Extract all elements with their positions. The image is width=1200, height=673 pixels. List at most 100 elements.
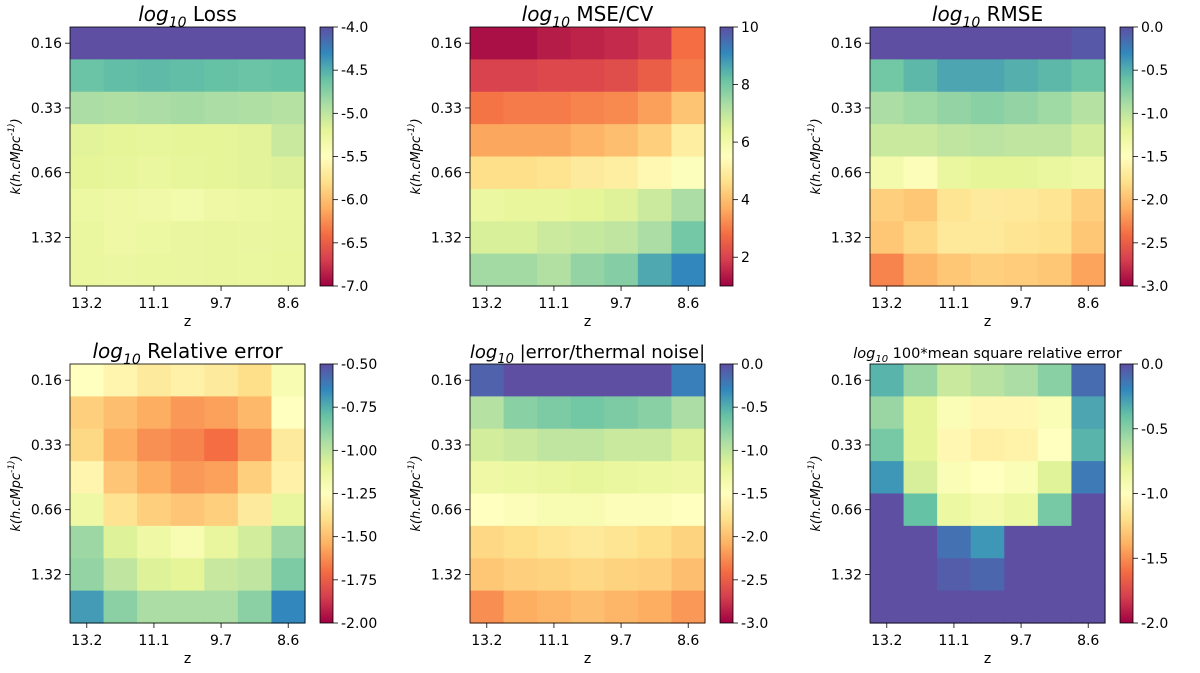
heatmap-cell [970, 428, 1005, 462]
x-tick-label: 9.7 [610, 633, 632, 649]
heatmap-cell [271, 59, 306, 93]
heatmap-cell [204, 124, 239, 158]
x-axis-label: z [184, 314, 191, 330]
heatmap-cell [170, 188, 205, 222]
colorbar-tick-label: -2.5 [741, 573, 768, 589]
heatmap-cell [271, 461, 306, 495]
heatmap-cell [204, 91, 239, 125]
heatmap-cell [870, 221, 905, 255]
heatmap-cell [470, 364, 505, 397]
y-axis-label: k(h.cMpc-1)) [7, 455, 24, 531]
heatmap-cell [503, 188, 538, 222]
heatmap-cell [204, 221, 239, 255]
heatmap-cell [671, 253, 706, 287]
heatmap-cell [671, 493, 706, 527]
heatmap-cell [1071, 428, 1106, 462]
colorbar-tick-label: -1.75 [341, 573, 377, 589]
heatmap-cell [271, 253, 306, 287]
heatmap-cell [870, 558, 905, 592]
heatmap-cell [204, 558, 239, 592]
colorbar-tick-label: 0.0 [1141, 357, 1163, 373]
heatmap-cell [237, 253, 273, 287]
colorbar-tick-label: -7.0 [341, 279, 368, 295]
x-tick-label: 8.6 [1077, 296, 1099, 312]
colorbar-tick-label: -2.5 [1141, 236, 1168, 252]
heatmap-cell [870, 493, 905, 527]
y-axis-label: k(h.cMpc-1)) [7, 118, 24, 194]
heatmap-cell [503, 59, 538, 93]
heatmap-cell [70, 124, 105, 158]
y-tick-label: 0.33 [831, 101, 862, 117]
heatmap-cell [70, 396, 105, 430]
heatmap-cell [937, 124, 972, 158]
heatmap-cell [937, 27, 972, 60]
x-tick-label: 11.1 [938, 296, 969, 312]
heatmap-cell [271, 558, 306, 592]
heatmap-cell [271, 188, 306, 222]
heatmap-cell [271, 124, 306, 158]
colorbar-tick-label: 2 [741, 250, 750, 266]
heatmap-cell [170, 396, 205, 430]
heatmap-cell [970, 27, 1005, 60]
heatmap-svg: log10 |error/thermal noise| 13.2 11.1 9.7 8.… [407, 342, 768, 667]
x-axis-label: z [984, 314, 991, 330]
heatmap-cell [671, 124, 706, 158]
x-tick-label: 8.6 [277, 633, 299, 649]
heatmap-cell [271, 428, 306, 462]
heatmap-cell [137, 396, 172, 430]
heatmap-cell [237, 364, 273, 397]
heatmap-cell [903, 59, 938, 93]
heatmap-cell [103, 364, 138, 397]
heatmap-cell [70, 188, 105, 222]
y-tick-label: 1.32 [31, 230, 62, 246]
heatmap-cell [470, 525, 505, 559]
heatmap-cell [1037, 558, 1073, 592]
y-tick-label: 0.16 [31, 373, 62, 389]
heatmap-cell [170, 493, 205, 527]
heatmap-cell [103, 493, 138, 527]
y-tick-label: 0.16 [831, 36, 862, 52]
heatmap-cell [570, 91, 605, 125]
y-tick-label: 0.33 [431, 101, 462, 117]
heatmap-cell [204, 59, 239, 93]
colorbar-tick-label: -3.0 [1141, 279, 1168, 295]
heatmap-cell [1071, 396, 1106, 430]
heatmap-cell [170, 156, 205, 190]
heatmap-cell [970, 525, 1005, 559]
heatmap-cell [1004, 525, 1039, 559]
heatmap-cell [1004, 59, 1039, 93]
heatmap-cell [470, 27, 505, 60]
heatmap-cell [470, 59, 505, 93]
plot-frame [469, 26, 706, 287]
heatmap-cell [671, 396, 706, 430]
y-tick-label: 1.32 [831, 230, 862, 246]
heatmap-cell [170, 91, 205, 125]
heatmap-cell [137, 156, 172, 190]
heatmap-cell [937, 59, 972, 93]
heatmap-cell [1071, 493, 1106, 527]
heatmap-cell [937, 428, 972, 462]
heatmap-cell [537, 428, 572, 462]
colorbar-tick-label: -0.50 [341, 357, 377, 373]
x-axis-label: z [184, 651, 191, 667]
heatmap-cell [537, 27, 572, 60]
heatmap-cell [671, 188, 706, 222]
heatmap-cell [1037, 493, 1073, 527]
heatmap-cell [271, 364, 306, 397]
heatmap-cell [570, 493, 605, 527]
heatmap-cell [204, 253, 239, 287]
heatmap-cell [70, 156, 105, 190]
heatmap-cell [271, 91, 306, 125]
heatmap-cell [70, 91, 105, 125]
heatmap-cell [1004, 253, 1039, 287]
heatmap-cell [937, 396, 972, 430]
heatmap-cell [237, 91, 273, 125]
heatmap-cell [637, 590, 673, 624]
colorbar-tick-label: -1.0 [1141, 106, 1168, 122]
x-tick-label: 13.2 [71, 633, 102, 649]
heatmap-cell [671, 525, 706, 559]
heatmap-cell [470, 558, 505, 592]
colorbar-tick-label: 10 [741, 20, 759, 36]
heatmap-cell [537, 188, 572, 222]
